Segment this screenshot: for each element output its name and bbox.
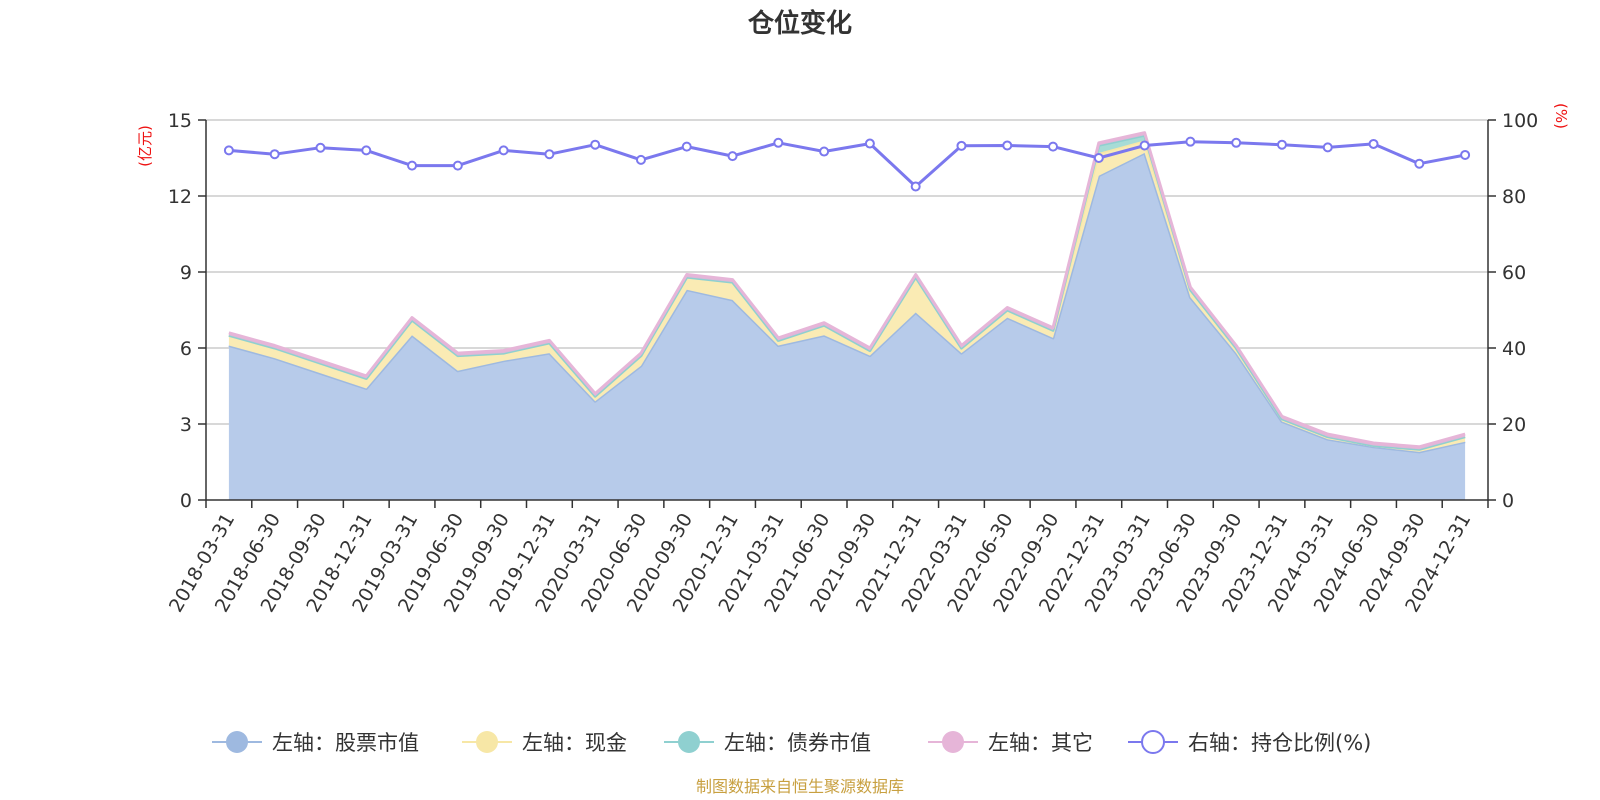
legend: 左轴：股票市值 左轴：现金 左轴：债券市值 左轴：其它 右轴：持仓比例(%) [212, 730, 1371, 755]
ratio-line-layer [223, 136, 1471, 192]
legend-item-other[interactable]: 左轴：其它 [928, 731, 1093, 755]
right-tick-label: 40 [1502, 338, 1526, 360]
area-stock [228, 152, 1466, 500]
ratio-point[interactable] [1322, 142, 1333, 153]
ratio-point[interactable] [773, 137, 784, 148]
ratio-point[interactable] [1276, 139, 1287, 150]
ratio-point[interactable] [1460, 149, 1471, 160]
stacked-areas [228, 131, 1466, 500]
right-tick-label: 20 [1502, 414, 1526, 436]
legend-marker-icon [226, 731, 248, 753]
left-tick-label: 6 [180, 338, 192, 360]
ratio-point[interactable] [1368, 138, 1379, 149]
ratio-point[interactable] [452, 160, 463, 171]
ratio-point[interactable] [223, 145, 234, 156]
ratio-point[interactable] [1414, 158, 1425, 169]
left-tick-label: 15 [168, 110, 192, 132]
left-tick-label: 3 [180, 414, 192, 436]
legend-label: 左轴：现金 [522, 731, 627, 755]
ratio-point[interactable] [361, 145, 372, 156]
ratio-point[interactable] [727, 151, 738, 162]
legend-item-bond[interactable]: 左轴：债券市值 [664, 731, 871, 755]
ratio-point[interactable] [1139, 140, 1150, 151]
right-tick-label: 80 [1502, 186, 1526, 208]
right-tick-label: 60 [1502, 262, 1526, 284]
legend-marker-icon [476, 731, 498, 753]
legend-item-stock[interactable]: 左轴：股票市值 [212, 731, 419, 755]
ratio-point[interactable] [819, 146, 830, 157]
ratio-point[interactable] [1048, 141, 1059, 152]
left-tick-label: 9 [180, 262, 192, 284]
ratio-point[interactable] [681, 141, 692, 152]
legend-label: 左轴：债券市值 [724, 731, 871, 755]
right-tick-label: 0 [1502, 490, 1514, 512]
ratio-point[interactable] [635, 154, 646, 165]
ratio-point[interactable] [498, 145, 509, 156]
left-tick-label: 12 [168, 186, 192, 208]
legend-label: 右轴：持仓比例(%) [1188, 731, 1371, 755]
legend-item-ratio[interactable]: 右轴：持仓比例(%) [1128, 730, 1371, 755]
right-axis-unit: (%) [1552, 103, 1570, 129]
ratio-point[interactable] [590, 139, 601, 150]
ratio-point[interactable] [269, 149, 280, 160]
left-axis-unit: (亿元) [136, 125, 154, 167]
ratio-point[interactable] [544, 149, 555, 160]
area-line-other [228, 131, 1466, 449]
legend-item-cash[interactable]: 左轴：现金 [462, 731, 627, 755]
ratio-point[interactable] [1185, 136, 1196, 147]
legend-label: 左轴：股票市值 [272, 731, 419, 755]
ratio-point[interactable] [956, 140, 967, 151]
legend-marker-icon [942, 731, 964, 753]
ratio-point[interactable] [407, 160, 418, 171]
ratio-point[interactable] [864, 138, 875, 149]
legend-marker-icon [678, 731, 700, 753]
ratio-point[interactable] [315, 142, 326, 153]
data-source-note: 制图数据来自恒生聚源数据库 [696, 777, 904, 796]
ratio-point[interactable] [1093, 153, 1104, 163]
legend-label: 左轴：其它 [988, 731, 1093, 755]
ratio-point[interactable] [910, 181, 921, 192]
left-tick-label: 0 [180, 490, 192, 512]
ratio-line [228, 140, 1466, 188]
ratio-point[interactable] [1231, 137, 1242, 148]
right-tick-label: 100 [1502, 110, 1538, 132]
ratio-point[interactable] [1002, 140, 1013, 151]
legend-marker-icon [1141, 730, 1165, 754]
chart-title: 仓位变化 [747, 8, 852, 39]
